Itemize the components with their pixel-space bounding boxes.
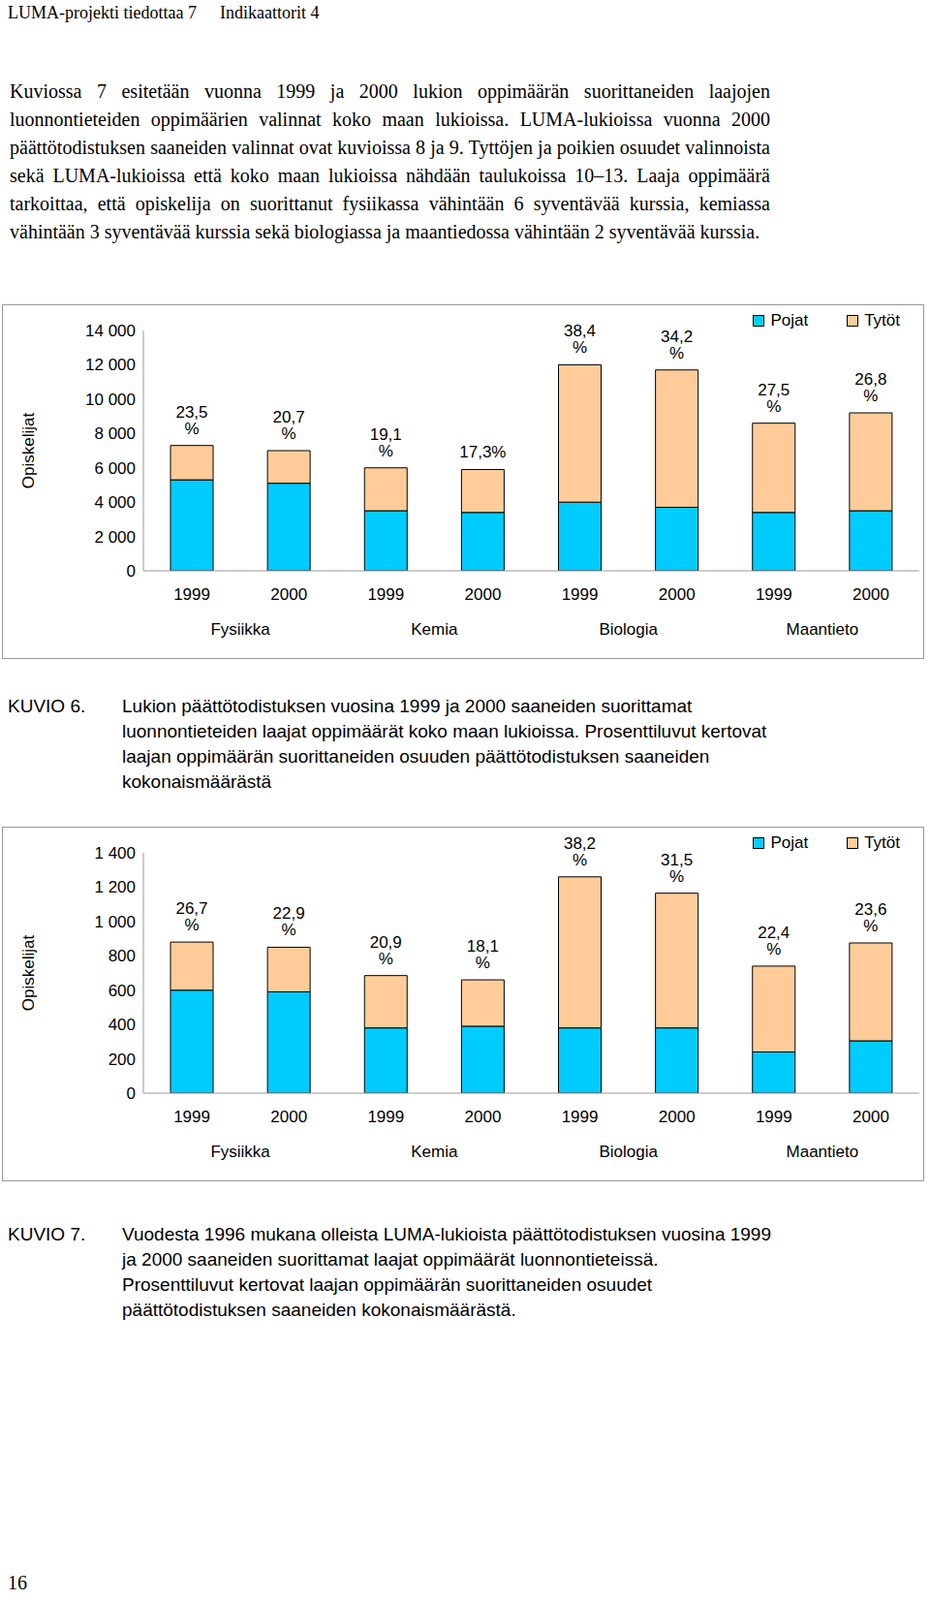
svg-text:200: 200	[108, 1050, 136, 1069]
html-text:LUMA-projekti tiedottaa 7: LUMA-projekti tiedottaa 7	[7, 2, 197, 23]
svg-text:1999: 1999	[367, 1107, 404, 1126]
svg-text:4 000: 4 000	[93, 493, 136, 512]
svg-text:22,9%: 22,9%	[273, 903, 306, 939]
svg-text:23,6%: 23,6%	[854, 899, 887, 935]
svg-text:Fysiikka: Fysiikka	[210, 620, 271, 639]
svg-text:1999: 1999	[755, 585, 793, 604]
html-text:Indikaattorit 4: Indikaattorit 4	[219, 2, 320, 23]
svg-text:10 000: 10 000	[85, 390, 136, 409]
svg-text:38,4%: 38,4%	[563, 321, 596, 357]
svg-text:Kemia: Kemia	[410, 1142, 459, 1161]
svg-text:1 000: 1 000	[93, 912, 136, 931]
html-text:Pojat: Pojat	[770, 310, 809, 330]
svg-text:26,7%: 26,7%	[175, 899, 208, 934]
svg-text:Opiskelijat: Opiskelijat	[19, 412, 38, 490]
svg-text:19,1%: 19,1%	[370, 425, 403, 461]
svg-text:27,5%: 27,5%	[757, 380, 790, 416]
svg-text:2000: 2000	[465, 585, 502, 604]
svg-text:1 400: 1 400	[93, 843, 136, 863]
svg-text:1999: 1999	[173, 1107, 211, 1126]
svg-text:34,2%: 34,2%	[660, 327, 693, 363]
svg-text:17,3%: 17,3%	[459, 442, 506, 462]
svg-text:18,1%: 18,1%	[466, 936, 499, 972]
svg-text:Maantieto: Maantieto	[786, 620, 860, 639]
svg-text:Biologia: Biologia	[598, 620, 658, 639]
svg-text:Kemia: Kemia	[410, 620, 459, 639]
svg-text:2000: 2000	[270, 585, 308, 604]
svg-text:2000: 2000	[658, 585, 696, 604]
svg-text:31,5%: 31,5%	[660, 850, 693, 886]
svg-text:23,5%: 23,5%	[175, 403, 208, 438]
html-text:Lukion päättötodistuksen vuosi: Lukion päättötodistuksen vuosina 1999 ja…	[122, 695, 767, 792]
svg-text:Fysiikka: Fysiikka	[210, 1142, 271, 1161]
html-text:KUVIO 7.: KUVIO 7.	[7, 1223, 86, 1244]
svg-text:2000: 2000	[658, 1107, 696, 1126]
svg-text:1 200: 1 200	[93, 877, 136, 897]
html-text:Kuviossa 7 esitetään vuonna 19: Kuviossa 7 esitetään vuonna 1999 ja 2000…	[9, 80, 771, 243]
svg-text:Maantieto: Maantieto	[786, 1142, 860, 1161]
svg-text:1999: 1999	[561, 585, 599, 604]
html-text:KUVIO 6.: KUVIO 6.	[7, 695, 86, 716]
svg-text:2000: 2000	[270, 1107, 308, 1126]
svg-text:1999: 1999	[755, 1107, 793, 1126]
html-text:Tytöt: Tytöt	[864, 833, 900, 852]
svg-text:Opiskelijat: Opiskelijat	[19, 934, 38, 1012]
svg-text:6 000: 6 000	[93, 459, 136, 478]
svg-text:0: 0	[126, 561, 136, 581]
html-text:Tytöt: Tytöt	[864, 310, 900, 330]
html-text:Vuodesta 1996 mukana olleista: Vuodesta 1996 mukana olleista LUMA-lukio…	[122, 1223, 772, 1320]
svg-text:0: 0	[126, 1084, 136, 1103]
svg-text:20,9%: 20,9%	[370, 932, 403, 968]
svg-text:1999: 1999	[561, 1107, 599, 1126]
svg-text:22,4%: 22,4%	[757, 923, 790, 959]
svg-text:2 000: 2 000	[93, 527, 136, 547]
html-text:Pojat: Pojat	[770, 833, 809, 852]
svg-text:1999: 1999	[173, 585, 211, 604]
svg-text:2000: 2000	[852, 585, 890, 604]
svg-text:14 000: 14 000	[85, 321, 136, 341]
html-text:16: 16	[7, 1571, 28, 1593]
svg-text:2000: 2000	[465, 1107, 502, 1126]
svg-text:2000: 2000	[852, 1107, 890, 1126]
svg-text:8 000: 8 000	[93, 424, 136, 443]
svg-text:Biologia: Biologia	[598, 1142, 658, 1161]
svg-text:38,2%: 38,2%	[563, 834, 596, 869]
svg-text:1999: 1999	[367, 585, 404, 604]
svg-text:20,7%: 20,7%	[273, 407, 306, 443]
svg-text:12 000: 12 000	[85, 355, 136, 374]
svg-text:600: 600	[108, 981, 136, 1000]
svg-text:800: 800	[108, 946, 136, 965]
svg-text:400: 400	[108, 1015, 136, 1034]
svg-text:26,8%: 26,8%	[854, 370, 887, 405]
